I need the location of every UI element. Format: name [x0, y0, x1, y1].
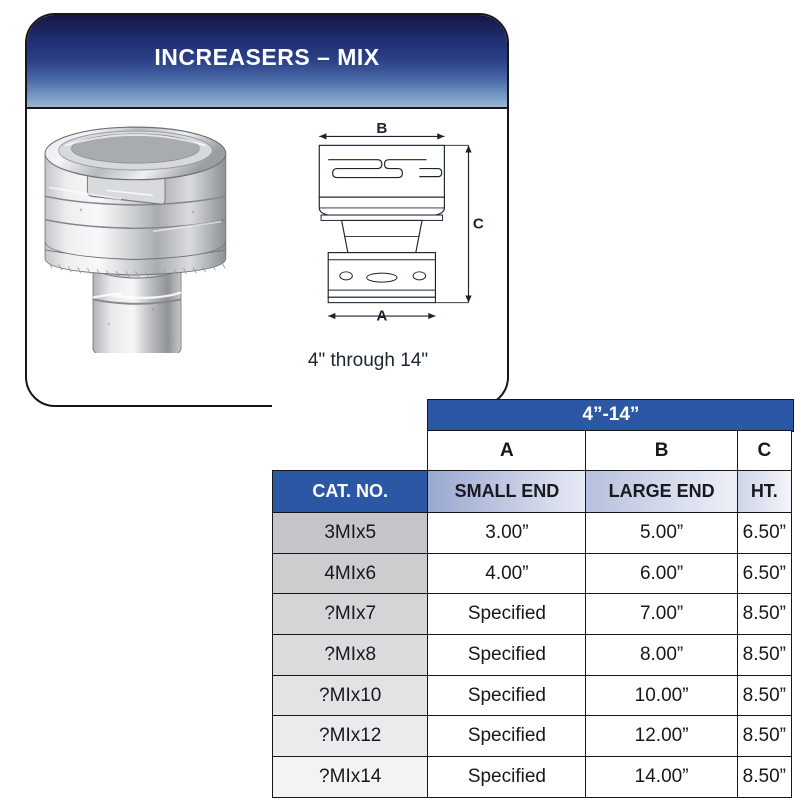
svg-text:C: C: [473, 215, 484, 232]
svg-text:A: A: [376, 308, 387, 325]
svg-text:B: B: [376, 120, 387, 137]
